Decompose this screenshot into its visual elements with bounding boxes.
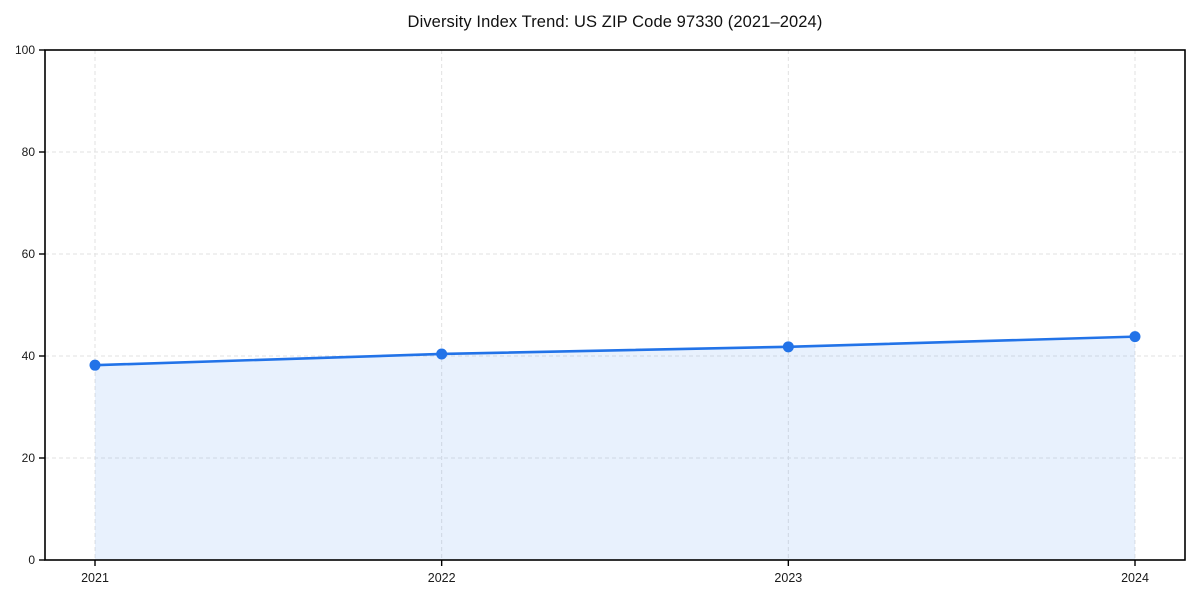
- y-tick-label: 0: [28, 553, 35, 567]
- x-tick-label: 2021: [81, 571, 109, 585]
- data-point: [89, 359, 101, 371]
- data-point: [782, 341, 794, 353]
- x-tick-label: 2022: [428, 571, 456, 585]
- plot-border: [44, 49, 1186, 561]
- y-tick-label: 80: [22, 145, 36, 159]
- y-tick-label: 20: [22, 451, 36, 465]
- series-area-fill: [95, 336, 1135, 560]
- data-point: [436, 348, 448, 360]
- x-tick-label: 2024: [1121, 571, 1149, 585]
- y-tick-label: 100: [15, 43, 35, 57]
- y-tick-label: 60: [22, 247, 36, 261]
- data-point: [1129, 331, 1141, 343]
- chart-title: Diversity Index Trend: US ZIP Code 97330…: [407, 13, 823, 31]
- x-tick-label: 2023: [774, 571, 802, 585]
- y-tick-label: 40: [22, 349, 36, 363]
- series-line: [93, 335, 1137, 367]
